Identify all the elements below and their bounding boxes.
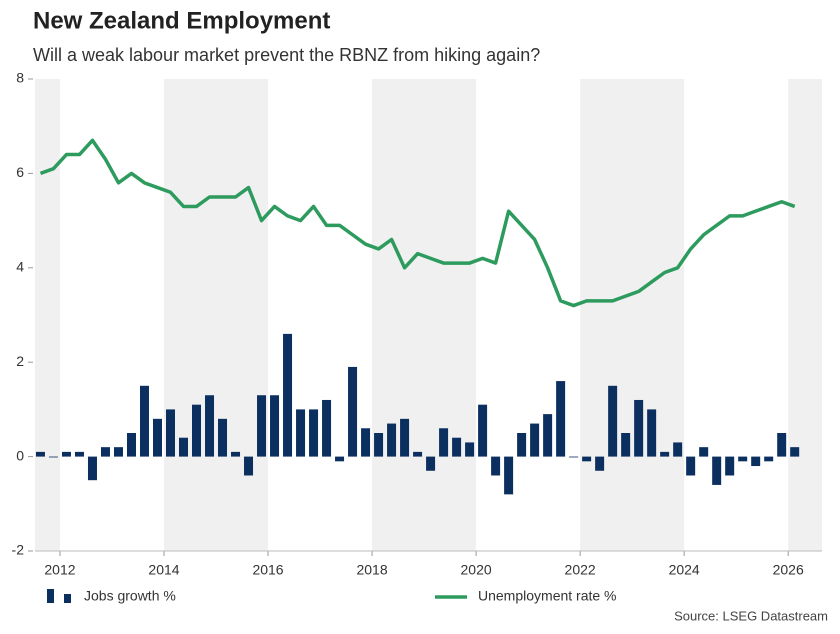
y-tick-label: 2 bbox=[16, 353, 24, 369]
background-band bbox=[788, 79, 822, 551]
bar bbox=[517, 433, 527, 457]
bar bbox=[400, 418, 410, 457]
background-band bbox=[372, 79, 477, 551]
bar bbox=[100, 447, 110, 457]
chart-title: New Zealand Employment bbox=[33, 7, 330, 34]
bar bbox=[179, 437, 189, 457]
bar bbox=[257, 395, 267, 457]
legend-label: Jobs growth % bbox=[84, 588, 176, 604]
y-tick-label: 4 bbox=[16, 259, 24, 275]
y-tick-label: -2 bbox=[12, 542, 25, 558]
bar bbox=[61, 451, 71, 457]
bar bbox=[35, 451, 45, 457]
bar bbox=[647, 409, 657, 457]
bar bbox=[166, 409, 176, 457]
bar bbox=[751, 456, 761, 467]
bar bbox=[270, 395, 280, 457]
bar bbox=[465, 442, 475, 457]
bar bbox=[139, 385, 149, 457]
chart-subtitle: Will a weak labour market prevent the RB… bbox=[33, 45, 540, 65]
bar bbox=[413, 451, 423, 457]
bar bbox=[686, 456, 696, 476]
bar bbox=[322, 399, 332, 457]
y-tick-label: 8 bbox=[16, 70, 24, 86]
x-tick-label: 2024 bbox=[669, 562, 700, 578]
bar bbox=[790, 447, 800, 457]
x-tick-label: 2026 bbox=[773, 562, 804, 578]
bar bbox=[113, 447, 123, 457]
bar bbox=[504, 456, 514, 495]
bar bbox=[192, 404, 202, 457]
bar bbox=[777, 433, 787, 457]
bar bbox=[126, 433, 136, 457]
bar bbox=[74, 451, 84, 457]
legend-swatch bbox=[47, 589, 54, 603]
bar bbox=[348, 366, 358, 457]
bar bbox=[152, 418, 162, 457]
bar bbox=[530, 423, 540, 457]
bar bbox=[205, 395, 215, 457]
bar bbox=[621, 433, 631, 457]
background-band bbox=[163, 79, 269, 551]
bar bbox=[426, 456, 436, 471]
x-tick-label: 2014 bbox=[148, 562, 179, 578]
bar bbox=[543, 414, 553, 457]
bar bbox=[439, 428, 449, 457]
bar bbox=[309, 409, 319, 457]
source-note: Source: LSEG Datastream bbox=[674, 608, 828, 623]
bar bbox=[283, 333, 293, 457]
x-tick-label: 2016 bbox=[252, 562, 283, 578]
bar bbox=[335, 456, 345, 462]
x-tick-label: 2018 bbox=[356, 562, 387, 578]
bar bbox=[231, 451, 241, 457]
legend-label: Unemployment rate % bbox=[478, 588, 617, 604]
bar bbox=[725, 456, 735, 476]
bar bbox=[48, 456, 58, 458]
bar bbox=[699, 447, 709, 457]
bar bbox=[361, 428, 371, 457]
bar bbox=[218, 418, 228, 457]
bar bbox=[374, 433, 384, 457]
bar bbox=[738, 456, 748, 462]
background-band bbox=[580, 79, 685, 551]
bar bbox=[556, 381, 566, 457]
x-tick-label: 2020 bbox=[461, 562, 492, 578]
bar bbox=[387, 423, 397, 457]
bar bbox=[660, 451, 670, 457]
bar bbox=[491, 456, 501, 476]
bar bbox=[582, 456, 592, 462]
bar bbox=[608, 385, 618, 457]
legend-swatch bbox=[64, 594, 71, 603]
x-tick-label: 2022 bbox=[565, 562, 596, 578]
bar bbox=[595, 456, 605, 471]
background-band bbox=[35, 79, 60, 551]
y-tick-label: 6 bbox=[16, 164, 24, 180]
bar bbox=[569, 456, 579, 458]
bar bbox=[712, 456, 722, 485]
bar bbox=[634, 399, 644, 457]
line bbox=[39, 138, 796, 308]
x-tick-label: 2012 bbox=[44, 562, 75, 578]
bar bbox=[452, 437, 462, 457]
bar bbox=[673, 442, 683, 457]
bar bbox=[296, 409, 306, 457]
bar bbox=[244, 456, 254, 476]
bar bbox=[478, 404, 488, 457]
bar bbox=[87, 456, 97, 481]
y-tick-label: 0 bbox=[16, 447, 24, 463]
bar bbox=[764, 456, 774, 462]
